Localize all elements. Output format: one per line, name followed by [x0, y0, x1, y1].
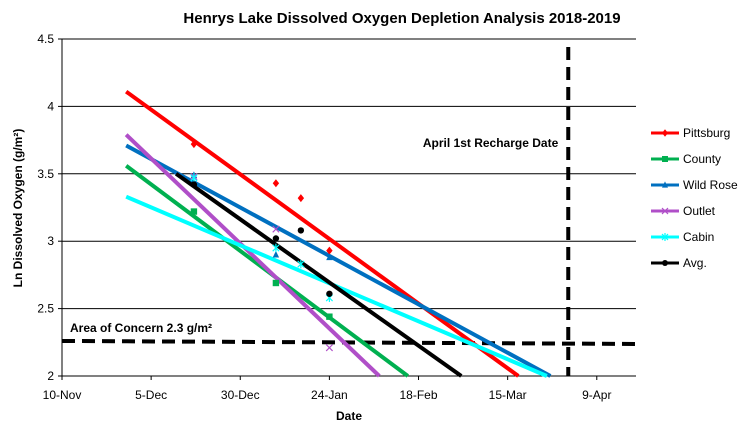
point-pittsburg — [272, 179, 280, 188]
point-wild-rose — [272, 250, 280, 258]
area-of-concern-line — [61, 338, 637, 346]
legend-item-cabin: Cabin — [651, 230, 714, 244]
x-tick-label: 5-Dec — [135, 388, 167, 402]
x-tick-label: 9-Apr — [582, 388, 611, 402]
legend-marker — [662, 181, 668, 188]
point-county — [326, 313, 333, 320]
legend: Pittsburg County Wild Rose Outlet Cabin Avg. — [651, 126, 738, 270]
point-cabin — [272, 243, 280, 253]
point-cabin — [190, 173, 198, 183]
legend-label: Pittsburg — [683, 126, 730, 140]
legend-label: Wild Rose — [683, 178, 738, 192]
recharge-date-label: April 1st Recharge Date — [423, 136, 559, 150]
y-tick-label: 3.5 — [37, 167, 54, 181]
legend-marker — [662, 260, 668, 266]
y-tick-label: 2.5 — [37, 302, 54, 316]
point-pittsburg — [190, 140, 198, 149]
point-outlet — [325, 344, 334, 352]
point-wild-rose — [326, 253, 333, 261]
legend-item-wild-rose: Wild Rose — [651, 178, 738, 192]
x-tick-label: 10-Nov — [43, 388, 82, 402]
data-points — [190, 140, 334, 352]
point-avg — [297, 227, 305, 234]
legend-label: Outlet — [683, 204, 716, 218]
x-axis-label: Date — [336, 409, 362, 423]
reference-lines — [61, 47, 637, 376]
legend-label: Cabin — [683, 230, 714, 244]
y-tick-label: 3 — [47, 234, 54, 248]
x-tick-labels: 10-Nov 5-Dec 30-Dec 24-Jan 18-Feb 15-Mar 9-Apr — [43, 388, 612, 402]
legend-label: County — [683, 152, 721, 166]
x-tick-label: 15-Mar — [489, 388, 527, 402]
point-avg — [190, 181, 198, 188]
point-pittsburg — [326, 246, 333, 255]
legend-item-avg: Avg. — [651, 256, 707, 270]
y-tick-label: 4.5 — [37, 32, 54, 46]
legend-marker — [662, 156, 668, 162]
x-tick-label: 18-Feb — [400, 388, 438, 402]
legend-marker — [661, 233, 669, 241]
area-of-concern-label: Area of Concern 2.3 g/m² — [70, 321, 212, 335]
point-county — [272, 279, 280, 287]
trendline-pittsburg — [124, 89, 520, 378]
x-tick-label: 24-Jan — [311, 388, 348, 402]
plot-axes — [58, 38, 636, 380]
legend-item-county: County — [651, 152, 721, 166]
y-axis-label: Ln Dissolved Oxygen (g/m²) — [11, 129, 25, 288]
legend-label: Avg. — [683, 256, 707, 270]
point-pittsburg — [297, 194, 305, 203]
chart-title: Henrys Lake Dissolved Oxygen Depletion A… — [183, 10, 620, 27]
x-tick-label: 30-Dec — [221, 388, 260, 402]
point-county — [190, 208, 198, 215]
point-cabin — [297, 259, 305, 269]
trendline-outlet — [124, 133, 381, 378]
trendline-avg — [174, 172, 463, 378]
point-avg — [272, 235, 280, 242]
legend-item-outlet: Outlet — [651, 204, 716, 218]
legend-marker — [662, 129, 668, 137]
point-outlet — [272, 225, 280, 233]
y-tick-labels: 2 2.5 3 3.5 4 4.5 — [37, 32, 54, 383]
point-avg — [326, 290, 333, 297]
legend-item-pittsburg: Pittsburg — [651, 126, 730, 140]
legend-marker — [661, 207, 669, 215]
y-tick-label: 2 — [47, 369, 54, 383]
gridlines — [62, 38, 636, 310]
y-tick-label: 4 — [47, 99, 54, 113]
